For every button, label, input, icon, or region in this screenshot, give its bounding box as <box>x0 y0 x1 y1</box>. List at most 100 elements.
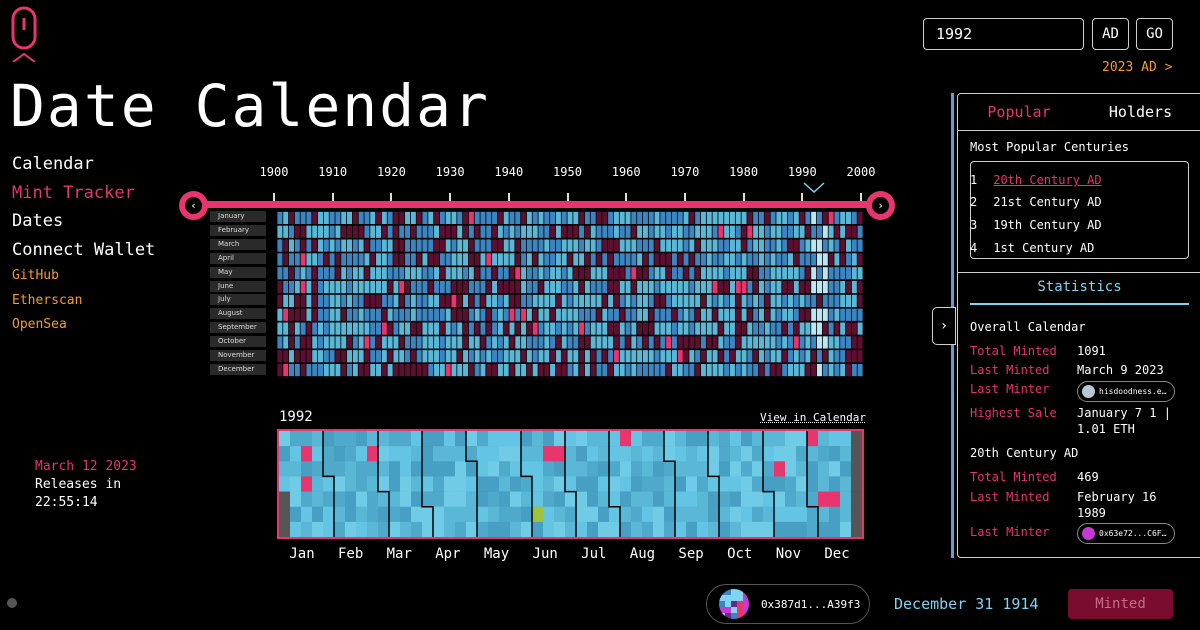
day-cell[interactable] <box>389 461 401 477</box>
heatmap-cell[interactable] <box>439 336 445 349</box>
heatmap-cell[interactable] <box>741 308 747 321</box>
heatmap-cell[interactable] <box>573 267 579 280</box>
heatmap-cell[interactable] <box>480 363 486 377</box>
heatmap-cell[interactable] <box>561 308 567 321</box>
heatmap-cell[interactable] <box>323 211 329 225</box>
heatmap-cell[interactable] <box>457 280 463 294</box>
day-cell[interactable] <box>752 461 764 477</box>
heatmap-cell[interactable] <box>323 350 329 363</box>
heatmap-cell[interactable] <box>544 225 550 238</box>
heatmap-cell[interactable] <box>468 336 474 349</box>
heatmap-cell[interactable] <box>515 336 521 349</box>
heatmap-cell[interactable] <box>300 322 306 335</box>
heatmap-cell[interactable] <box>480 280 486 294</box>
heatmap-cell[interactable] <box>515 239 521 252</box>
heatmap-cell[interactable] <box>648 280 654 294</box>
day-cell[interactable] <box>785 506 797 523</box>
heatmap-cell[interactable] <box>381 239 387 252</box>
heatmap-cell[interactable] <box>602 336 608 349</box>
heatmap-cell[interactable] <box>347 280 353 294</box>
heatmap-cell[interactable] <box>724 336 730 349</box>
heatmap-cell[interactable] <box>631 322 637 335</box>
heatmap-cell[interactable] <box>300 280 306 294</box>
heatmap-cell[interactable] <box>381 308 387 321</box>
heatmap-cell[interactable] <box>358 239 364 252</box>
heatmap-cell[interactable] <box>625 253 631 266</box>
heatmap-cell[interactable] <box>451 308 457 321</box>
day-cell[interactable] <box>521 506 533 523</box>
heatmap-cell[interactable] <box>451 363 457 377</box>
heatmap-cell[interactable] <box>683 280 689 294</box>
heatmap-cell[interactable] <box>840 322 846 335</box>
heatmap-cell[interactable] <box>422 253 428 266</box>
heatmap-cell[interactable] <box>410 336 416 349</box>
heatmap-cell[interactable] <box>828 280 834 294</box>
heatmap-cell[interactable] <box>550 336 556 349</box>
heatmap-cell[interactable] <box>741 322 747 335</box>
day-cell[interactable] <box>389 506 401 523</box>
day-cell[interactable] <box>411 506 423 523</box>
heatmap-cell[interactable] <box>834 225 840 238</box>
heatmap-cell[interactable] <box>358 336 364 349</box>
day-cell[interactable] <box>697 446 709 462</box>
heatmap-cell[interactable] <box>358 322 364 335</box>
heatmap-cell[interactable] <box>793 211 799 225</box>
heatmap-cell[interactable] <box>306 322 312 335</box>
heatmap-cell[interactable] <box>497 294 503 308</box>
heatmap-cell[interactable] <box>277 308 283 321</box>
heatmap-cell[interactable] <box>387 225 393 238</box>
heatmap-cell[interactable] <box>318 267 324 280</box>
day-cell[interactable] <box>455 446 467 462</box>
day-cell[interactable] <box>741 461 753 477</box>
heatmap-cell[interactable] <box>642 294 648 308</box>
heatmap-cell[interactable] <box>294 267 300 280</box>
heatmap-cell[interactable] <box>747 225 753 238</box>
heatmap-cell[interactable] <box>387 308 393 321</box>
heatmap-cell[interactable] <box>526 211 532 225</box>
heatmap-cell[interactable] <box>683 211 689 225</box>
heatmap-cell[interactable] <box>364 322 370 335</box>
heatmap-cell[interactable] <box>376 253 382 266</box>
heatmap-cell[interactable] <box>718 280 724 294</box>
heatmap-cell[interactable] <box>816 280 822 294</box>
day-cell[interactable] <box>807 491 819 508</box>
heatmap-cell[interactable] <box>318 280 324 294</box>
heatmap-cell[interactable] <box>515 294 521 308</box>
heatmap-cell[interactable] <box>793 350 799 363</box>
heatmap-cell[interactable] <box>677 239 683 252</box>
day-cell[interactable] <box>653 506 665 523</box>
heatmap-cell[interactable] <box>300 225 306 238</box>
heatmap-cell[interactable] <box>828 211 834 225</box>
heatmap-cell[interactable] <box>828 322 834 335</box>
day-cell[interactable] <box>279 461 291 477</box>
heatmap-cell[interactable] <box>729 280 735 294</box>
day-cell[interactable] <box>708 506 720 523</box>
day-cell[interactable] <box>752 446 764 462</box>
heatmap-cell[interactable] <box>567 350 573 363</box>
heatmap-cell[interactable] <box>637 280 643 294</box>
heatmap-cell[interactable] <box>283 211 289 225</box>
heatmap-cell[interactable] <box>364 336 370 349</box>
heatmap-cell[interactable] <box>405 294 411 308</box>
heatmap-cell[interactable] <box>434 225 440 238</box>
heatmap-cell[interactable] <box>671 322 677 335</box>
heatmap-cell[interactable] <box>700 294 706 308</box>
heatmap-cell[interactable] <box>341 294 347 308</box>
heatmap-cell[interactable] <box>445 350 451 363</box>
heatmap-cell[interactable] <box>619 280 625 294</box>
heatmap-cell[interactable] <box>613 308 619 321</box>
day-cell[interactable] <box>829 446 841 462</box>
heatmap-cell[interactable] <box>619 294 625 308</box>
heatmap-cell[interactable] <box>515 225 521 238</box>
heatmap-cell[interactable] <box>724 363 730 377</box>
heatmap-cell[interactable] <box>729 322 735 335</box>
heatmap-cell[interactable] <box>515 253 521 266</box>
day-cell[interactable] <box>356 521 368 537</box>
heatmap-cell[interactable] <box>828 336 834 349</box>
decade-label[interactable]: 1960 <box>611 165 641 179</box>
heatmap-cell[interactable] <box>608 336 614 349</box>
heatmap-cell[interactable] <box>387 363 393 377</box>
heatmap-cell[interactable] <box>671 267 677 280</box>
heatmap-cell[interactable] <box>625 363 631 377</box>
decade-label[interactable]: 1930 <box>435 165 465 179</box>
